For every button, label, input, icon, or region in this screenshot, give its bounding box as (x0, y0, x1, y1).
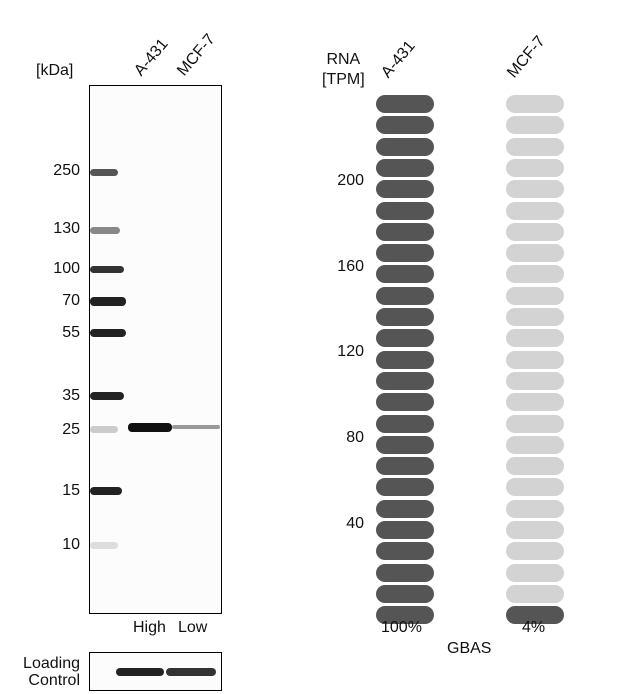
tick-200: 200 (337, 172, 364, 189)
marker-label: 10 (62, 536, 80, 553)
percent-mcf7: 4% (522, 619, 546, 636)
percent-a431: 100% (381, 619, 422, 636)
rna-pill-a431 (376, 414, 434, 433)
rna-pill-a431 (376, 329, 434, 348)
tick-160: 160 (337, 258, 364, 275)
tick-80: 80 (346, 429, 364, 446)
ladder-band (90, 329, 126, 337)
rna-pill-a431 (376, 393, 434, 412)
rna-pill-a431 (376, 265, 434, 284)
rna-pill-a431 (376, 116, 434, 135)
loading-label-line: Loading (23, 655, 80, 672)
marker-label: 25 (62, 421, 80, 438)
ladder-band (90, 297, 126, 306)
marker-label: 15 (62, 482, 80, 499)
rna-pill-mcf7 (506, 137, 564, 156)
marker-label: 70 (62, 292, 80, 309)
rna-pill-mcf7 (506, 158, 564, 177)
lane-label-a431: A-431 (131, 35, 172, 80)
ladder-band (90, 542, 118, 549)
rna-pill-mcf7 (506, 606, 564, 625)
rna-pill-a431 (376, 435, 434, 454)
rna-pill-a431 (376, 478, 434, 497)
rna-pill-a431 (376, 499, 434, 518)
ladder-band (90, 487, 122, 495)
loading-band-mcf7 (166, 668, 216, 676)
rna-pill-a431 (376, 371, 434, 390)
gene-name: GBAS (447, 640, 492, 657)
rna-pill-mcf7 (506, 116, 564, 135)
kda-label: [kDa] (36, 62, 74, 79)
rna-pill-a431 (376, 222, 434, 241)
rna-pill-a431 (376, 180, 434, 199)
control-label-line: Control (28, 672, 80, 689)
rna-pill-mcf7 (506, 457, 564, 476)
marker-label: 55 (62, 324, 80, 341)
rna-pill-a431 (376, 95, 434, 113)
rna-pill-mcf7 (506, 286, 564, 305)
rna-pill-mcf7 (506, 414, 564, 433)
tick-40: 40 (346, 515, 364, 532)
ladder-band (90, 227, 120, 234)
rna-pill-mcf7 (506, 521, 564, 539)
rna-pill-mcf7 (506, 393, 564, 412)
rna-pill-a431 (376, 457, 434, 476)
rna-pill-a431 (376, 201, 434, 220)
rna-pill-mcf7 (506, 244, 564, 263)
lane-label-mcf7: MCF-7 (174, 30, 219, 80)
rna-pill-mcf7 (506, 435, 564, 454)
rna-pill-a431 (376, 542, 434, 561)
western-blot (89, 85, 222, 614)
rna-pill-a431 (376, 521, 434, 539)
ladder-band (90, 169, 118, 176)
rna-pill-a431 (376, 137, 434, 156)
rna-pill-mcf7 (506, 265, 564, 284)
rna-pill-mcf7 (506, 95, 564, 113)
rna-axis-label: RNA [TPM] (322, 50, 365, 90)
marker-label: 35 (62, 387, 80, 404)
tpm-label: [TPM] (322, 71, 365, 88)
rna-sample-mcf7: MCF-7 (504, 32, 549, 82)
rna-pill-mcf7 (506, 584, 564, 603)
rna-sample-a431: A-431 (378, 37, 419, 82)
rna-pill-mcf7 (506, 371, 564, 390)
ladder-band (90, 266, 124, 273)
loading-control-label: Loading Control (16, 655, 80, 689)
rna-pill-a431 (376, 563, 434, 582)
rna-pill-mcf7 (506, 563, 564, 582)
rna-pill-a431 (376, 158, 434, 177)
rna-pill-a431 (376, 244, 434, 263)
rna-pill-mcf7 (506, 478, 564, 497)
label-high: High (133, 619, 166, 636)
rna-pill-mcf7 (506, 201, 564, 220)
band-a431 (128, 423, 172, 432)
rna-pill-mcf7 (506, 542, 564, 561)
rna-pill-a431 (376, 584, 434, 603)
tick-120: 120 (337, 343, 364, 360)
marker-label: 250 (53, 162, 80, 179)
rna-pill-a431 (376, 606, 434, 625)
loading-band-a431 (116, 668, 164, 676)
rna-pill-mcf7 (506, 499, 564, 518)
ladder-band (90, 426, 118, 433)
rna-pill-a431 (376, 286, 434, 305)
rna-pill-mcf7 (506, 329, 564, 348)
rna-pill-a431 (376, 350, 434, 369)
rna-pill-a431 (376, 308, 434, 326)
rna-label: RNA (326, 51, 361, 68)
label-low: Low (178, 619, 208, 636)
rna-pill-mcf7 (506, 180, 564, 199)
ladder-band (90, 392, 124, 400)
rna-pill-mcf7 (506, 308, 564, 326)
loading-control-blot (89, 652, 222, 691)
rna-pill-mcf7 (506, 350, 564, 369)
marker-label: 130 (53, 220, 80, 237)
rna-pill-mcf7 (506, 222, 564, 241)
marker-label: 100 (53, 260, 80, 277)
band-mcf7 (172, 425, 220, 429)
